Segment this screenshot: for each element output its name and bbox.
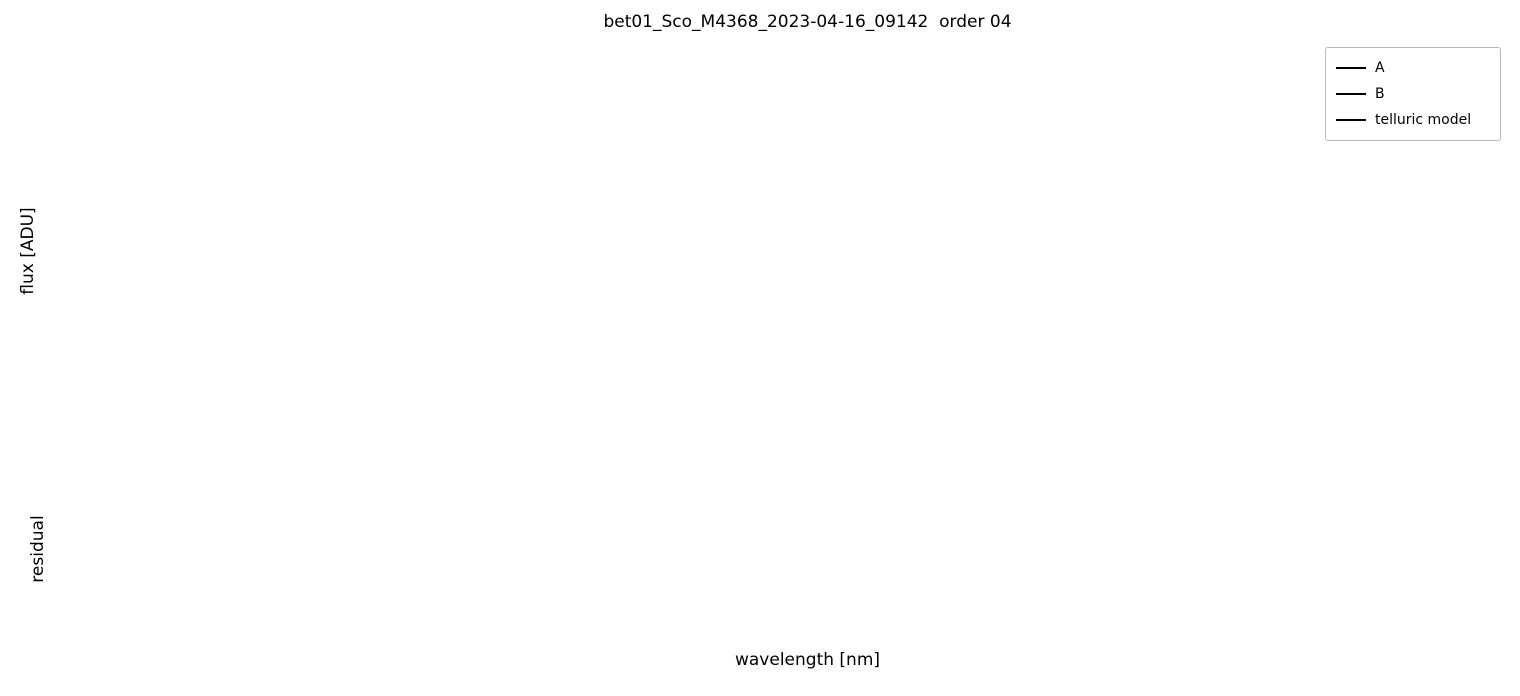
legend-entry-b: B bbox=[1336, 81, 1490, 107]
legend-swatch bbox=[1336, 93, 1366, 95]
legend-entry-a: A bbox=[1336, 55, 1490, 81]
flux-axis-label: flux [ADU] bbox=[18, 207, 38, 295]
legend-label: B bbox=[1375, 86, 1385, 102]
legend-label: telluric model bbox=[1375, 112, 1472, 128]
legend-entry-telluric: telluric model bbox=[1336, 107, 1490, 133]
legend-label: A bbox=[1375, 60, 1385, 76]
legend-swatch bbox=[1336, 67, 1366, 69]
legend: A B telluric model bbox=[1325, 47, 1501, 141]
wavelength-axis-label: wavelength [nm] bbox=[734, 650, 881, 670]
residual-axis-label: residual bbox=[28, 515, 48, 583]
legend-swatch bbox=[1336, 119, 1366, 121]
chart-title: bet01_Sco_M4368_2023-04-16_09142 order 0… bbox=[603, 12, 1012, 32]
